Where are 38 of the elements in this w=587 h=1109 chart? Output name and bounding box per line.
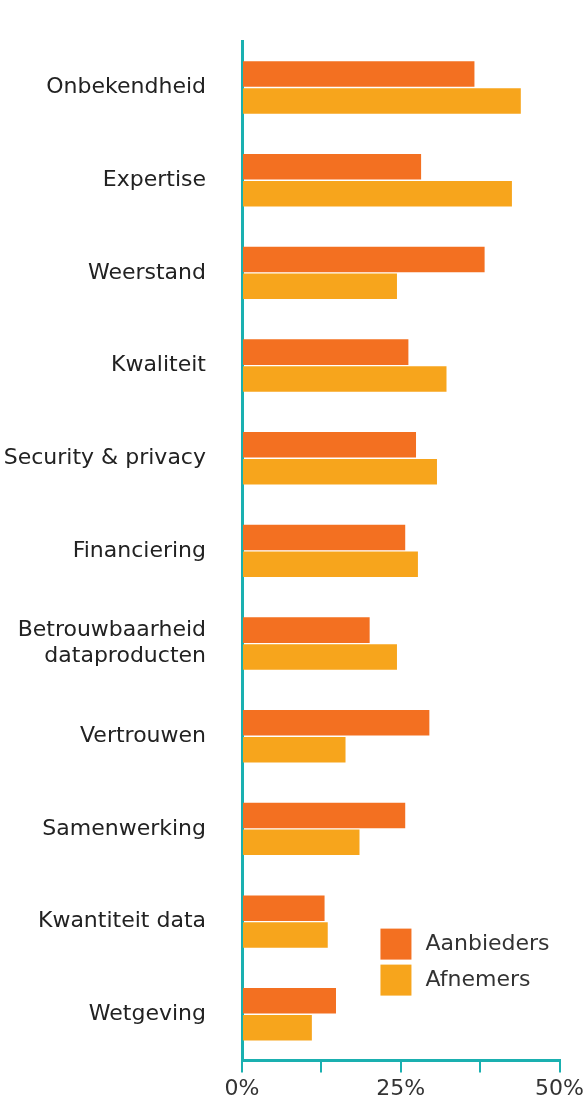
bar <box>243 1014 312 1041</box>
y-tick-label: Kwantiteit data <box>37 907 206 933</box>
bar <box>243 617 370 643</box>
x-tick-label: 0% <box>224 1074 260 1100</box>
bar <box>243 710 430 736</box>
legend-label: Afnemers <box>425 965 531 991</box>
y-tick-label: Onbekendheid <box>46 73 206 99</box>
bar <box>243 339 409 365</box>
bar <box>243 273 397 300</box>
bar <box>243 154 422 180</box>
y-tick-label: Vertrouwen <box>80 721 206 747</box>
bar <box>243 922 328 948</box>
y-tick-label: Wetgeving <box>88 999 206 1025</box>
bar <box>243 802 406 829</box>
y-tick-label: Betrouwbaarheid dataproducten <box>17 616 206 668</box>
y-tick-label: Weerstand <box>87 258 206 284</box>
bar <box>243 644 397 670</box>
bar <box>243 551 418 578</box>
bar <box>243 988 336 1014</box>
bar <box>243 366 447 392</box>
y-tick-label: Security & privacy <box>3 443 206 469</box>
y-tick-label: Financiering <box>72 536 206 562</box>
bar <box>243 246 485 273</box>
bar <box>243 432 417 458</box>
x-tick-label: 25% <box>376 1074 426 1100</box>
y-tick-label: Kwaliteit <box>110 351 207 377</box>
bar <box>243 524 406 551</box>
bar <box>243 61 475 87</box>
legend-label: Aanbieders <box>425 929 550 955</box>
y-tick-label: Samenwerking <box>42 814 206 840</box>
y-tick-label: Expertise <box>102 165 206 191</box>
bar <box>243 180 512 207</box>
bar <box>243 829 360 856</box>
bar <box>243 458 437 485</box>
x-tick-label: 50% <box>535 1074 584 1100</box>
bar <box>243 88 521 114</box>
bar <box>243 895 325 921</box>
bar <box>243 736 346 763</box>
